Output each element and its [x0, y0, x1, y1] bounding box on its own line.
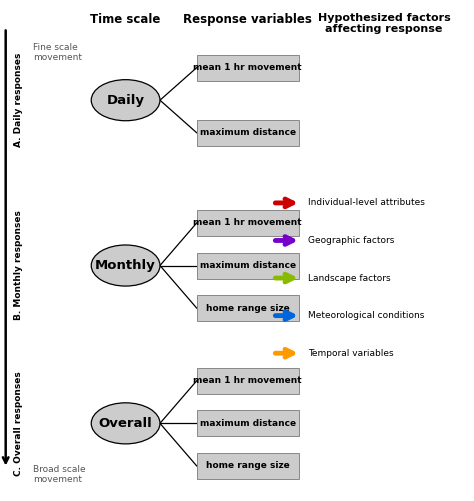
Text: maximum distance: maximum distance: [200, 128, 296, 137]
Text: Meteorological conditions: Meteorological conditions: [308, 311, 425, 320]
Text: Broad scale
movement: Broad scale movement: [33, 465, 86, 484]
FancyBboxPatch shape: [197, 253, 299, 279]
Ellipse shape: [91, 245, 160, 286]
Text: mean 1 hr movement: mean 1 hr movement: [193, 376, 302, 385]
Text: mean 1 hr movement: mean 1 hr movement: [193, 218, 302, 227]
FancyBboxPatch shape: [197, 368, 299, 394]
Text: home range size: home range size: [206, 461, 290, 470]
Text: Monthly: Monthly: [95, 259, 156, 272]
Text: Hypothesized factors
affecting response: Hypothesized factors affecting response: [318, 13, 450, 34]
Text: Temporal variables: Temporal variables: [308, 349, 394, 358]
Text: home range size: home range size: [206, 304, 290, 313]
FancyBboxPatch shape: [197, 410, 299, 436]
Text: mean 1 hr movement: mean 1 hr movement: [193, 63, 302, 72]
Text: C. Overall responses: C. Overall responses: [14, 371, 22, 476]
Text: maximum distance: maximum distance: [200, 419, 296, 428]
FancyBboxPatch shape: [197, 210, 299, 236]
FancyBboxPatch shape: [197, 55, 299, 81]
Text: Response variables: Response variables: [183, 13, 312, 26]
Text: Landscape factors: Landscape factors: [308, 274, 391, 283]
Text: Geographic factors: Geographic factors: [308, 236, 394, 245]
Text: B. Monthly responses: B. Monthly responses: [14, 210, 22, 321]
FancyBboxPatch shape: [197, 120, 299, 146]
FancyBboxPatch shape: [197, 453, 299, 479]
FancyBboxPatch shape: [197, 295, 299, 321]
Text: Time scale: Time scale: [91, 13, 161, 26]
Ellipse shape: [91, 80, 160, 121]
Text: Daily: Daily: [107, 94, 145, 107]
Text: Individual-level attributes: Individual-level attributes: [308, 198, 425, 207]
Text: Overall: Overall: [99, 417, 153, 430]
Text: Fine scale
movement: Fine scale movement: [33, 43, 82, 62]
Ellipse shape: [91, 403, 160, 444]
Text: maximum distance: maximum distance: [200, 261, 296, 270]
Text: A. Daily responses: A. Daily responses: [14, 53, 22, 147]
